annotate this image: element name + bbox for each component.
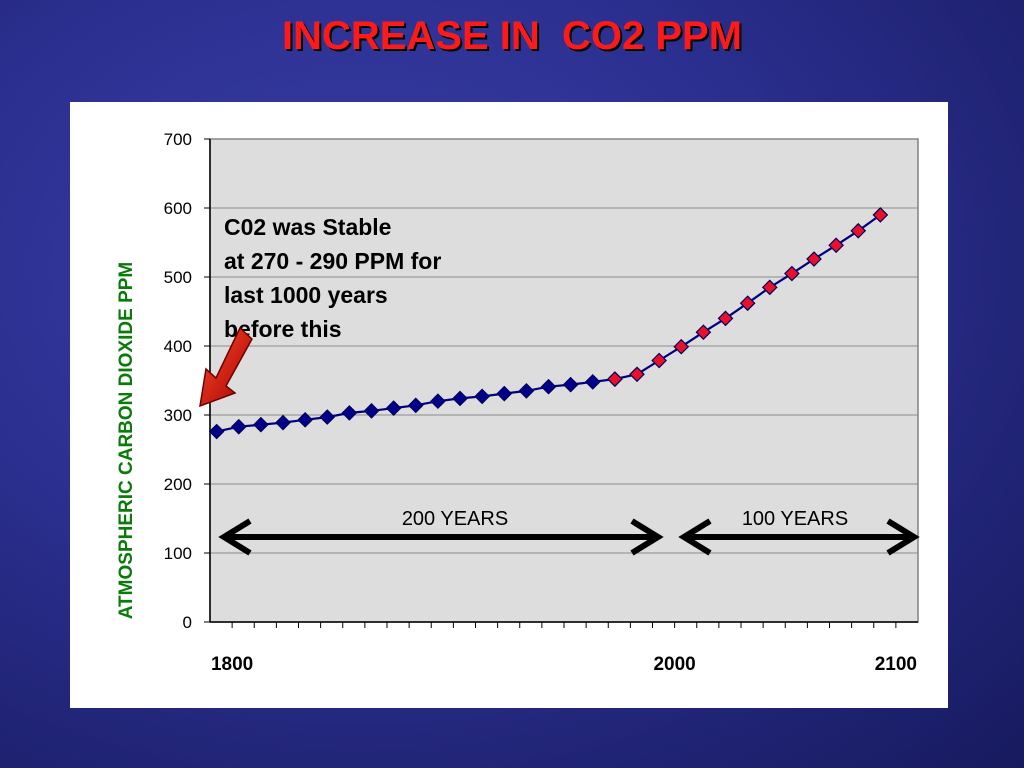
- y-tick-label: 500: [164, 268, 192, 287]
- data-point: [319, 409, 336, 425]
- red-pointer-arrow: [199, 326, 253, 408]
- data-series: [208, 207, 889, 440]
- data-point: [651, 352, 667, 369]
- data-point: [828, 237, 844, 254]
- data-point: [629, 366, 645, 383]
- data-point: [363, 403, 380, 419]
- span-label: 100 YEARS: [742, 508, 848, 530]
- data-point: [474, 388, 490, 405]
- data-point: [208, 423, 225, 440]
- x-tick-labels: 1800 2000 2100: [211, 654, 917, 675]
- y-tick-label: 600: [164, 199, 192, 218]
- plot-area: [209, 138, 919, 623]
- y-tick-label: 300: [164, 406, 192, 425]
- x-tick-label: 2000: [653, 654, 695, 675]
- annotation-line: C02 was Stable: [224, 214, 391, 240]
- chart-panel: 0 100 200 300 400 500 600 700 1800 2000 2100 ATMO…: [70, 102, 948, 708]
- data-point: [717, 310, 734, 327]
- data-point: [385, 400, 402, 416]
- data-point: [562, 376, 579, 393]
- annotation-line: last 1000 years: [224, 282, 388, 308]
- y-axis-label: ATMOSPHERIC CARBON DIOXIDE PPM: [116, 262, 137, 620]
- data-point: [407, 397, 424, 414]
- data-point: [584, 374, 601, 390]
- span-arrow-head-left: [218, 518, 252, 556]
- data-point: [253, 416, 269, 433]
- span-arrow-head-left: [678, 518, 712, 556]
- y-tick-label: 200: [164, 475, 192, 494]
- data-point: [806, 251, 822, 267]
- pointer-arrow-shape: [199, 326, 253, 408]
- data-point: [275, 414, 291, 431]
- data-point: [540, 378, 557, 395]
- span-arrow-head-right: [630, 518, 664, 556]
- data-point: [872, 207, 889, 223]
- y-tick-label: 700: [164, 130, 192, 149]
- data-point: [739, 295, 756, 312]
- data-point: [784, 265, 800, 282]
- axes: [204, 138, 918, 628]
- data-point: [518, 383, 535, 399]
- span-arrow-head-right: [886, 518, 920, 556]
- data-point: [695, 324, 712, 341]
- data-point: [673, 338, 690, 355]
- data-point: [761, 279, 778, 296]
- y-tick-label: 100: [164, 544, 192, 563]
- data-point: [496, 385, 513, 402]
- co2-line-chart: 0 100 200 300 400 500 600 700 1800 2000 2100 ATMO…: [116, 130, 920, 675]
- data-point: [430, 393, 446, 410]
- data-point: [607, 371, 623, 387]
- data-point: [297, 411, 313, 428]
- y-tick-labels: 0 100 200 300 400 500 600 700: [164, 130, 192, 632]
- y-tick-label: 0: [183, 613, 192, 632]
- slide-title: INCREASE IN CO2 PPM: [281, 14, 743, 58]
- x-tick-label: 2100: [875, 654, 917, 675]
- span-arrows: 200 YEARS 100 YEARS: [218, 508, 920, 556]
- data-point: [230, 418, 247, 435]
- annotation-line: at 270 - 290 PPM for: [224, 248, 441, 274]
- x-tick-label: 1800: [211, 654, 253, 675]
- data-point: [341, 405, 358, 421]
- annotation: C02 was Stable at 270 - 290 PPM for last 1…: [224, 214, 441, 342]
- span-label: 200 YEARS: [402, 508, 508, 530]
- y-tick-label: 400: [164, 337, 192, 356]
- data-point: [452, 390, 468, 407]
- data-point: [850, 222, 867, 239]
